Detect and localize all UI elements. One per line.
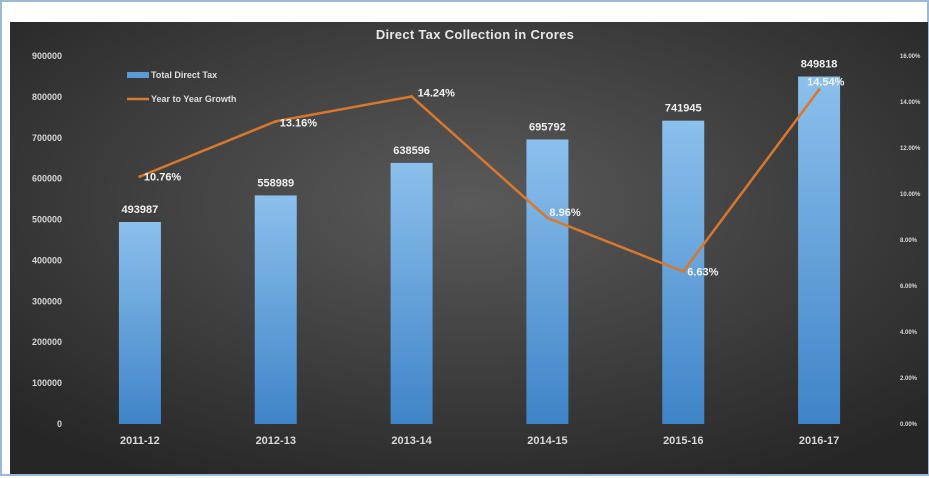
bar-value-label: 741945 (665, 103, 702, 115)
bar (391, 163, 433, 424)
x-tick-label: 2012-13 (256, 435, 296, 447)
y-tick-label: 100000 (32, 378, 62, 388)
bar-value-label: 558989 (257, 177, 294, 189)
x-tick-label: 2014-15 (527, 435, 567, 447)
x-tick-label: 2011-12 (120, 435, 160, 447)
growth-value-label: 14.54% (807, 77, 845, 89)
y2-tick-label: 10.00% (900, 192, 921, 198)
y2-tick-label: 6.00% (900, 284, 918, 290)
x-tick-label: 2015-16 (663, 435, 703, 447)
bar (526, 139, 568, 424)
bar-value-label: 638596 (393, 145, 430, 157)
y2-tick-label: 0.00% (900, 422, 918, 428)
bar-value-label: 849818 (801, 59, 838, 71)
bar (255, 195, 297, 424)
y2-tick-label: 12.00% (900, 146, 921, 152)
y-tick-label: 500000 (32, 215, 62, 225)
y2-tick-label: 16.00% (900, 54, 921, 60)
growth-point (274, 120, 277, 123)
growth-point (138, 175, 141, 178)
growth-value-label: 13.16% (280, 117, 318, 129)
bar-value-label: 695792 (529, 121, 566, 133)
y2-tick-label: 14.00% (900, 100, 921, 106)
growth-value-label: 8.96% (549, 207, 580, 219)
y-tick-label: 600000 (32, 174, 62, 184)
y-tick-label: 700000 (32, 133, 62, 143)
bar (119, 222, 161, 424)
chart-title: Direct Tax Collection in Crores (376, 27, 574, 42)
x-tick-label: 2016-17 (799, 435, 839, 447)
y2-tick-label: 4.00% (900, 330, 918, 336)
y2-tick-label: 8.00% (900, 238, 918, 244)
y-tick-label: 300000 (32, 296, 62, 306)
y-tick-label: 400000 (32, 255, 62, 265)
growth-point (410, 95, 413, 98)
growth-value-label: 10.76% (144, 172, 182, 184)
legend-label-line: Year to Year Growth (151, 94, 236, 104)
y-tick-label: 200000 (32, 337, 62, 347)
growth-point (682, 270, 685, 273)
growth-value-label: 14.24% (418, 87, 456, 99)
y-tick-label: 900000 (32, 51, 62, 61)
y-tick-label: 0 (57, 419, 62, 429)
bar-value-label: 493987 (122, 204, 159, 216)
y-tick-label: 800000 (32, 92, 62, 102)
legend-label-bars: Total Direct Tax (151, 70, 217, 80)
bar (798, 77, 840, 424)
y2-tick-label: 2.00% (900, 376, 918, 382)
x-tick-label: 2013-14 (391, 435, 432, 447)
legend-swatch-bars (127, 72, 149, 78)
growth-value-label: 6.63% (687, 267, 718, 279)
